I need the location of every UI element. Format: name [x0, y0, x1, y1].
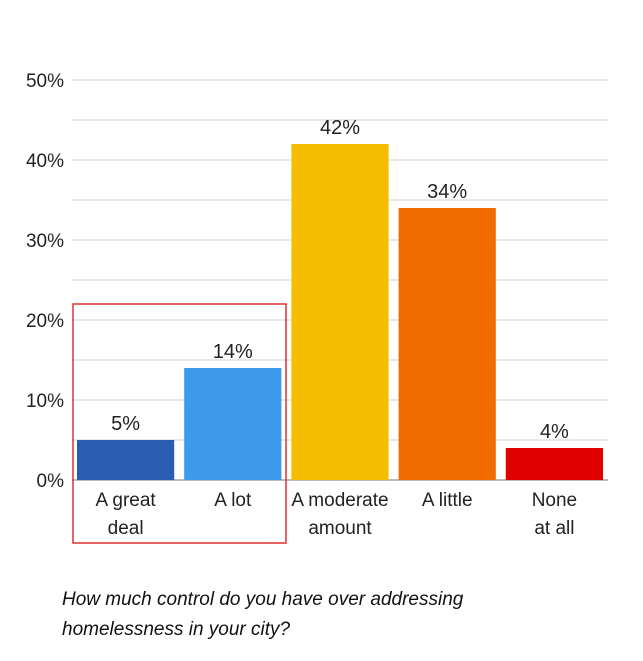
- highlight-box: [72, 303, 287, 544]
- x-tick-label: A little: [422, 490, 473, 511]
- x-tick-label: A moderate: [291, 490, 388, 511]
- data-label: 34%: [427, 181, 467, 203]
- x-tick-label: A great: [95, 490, 156, 511]
- bar: [184, 368, 282, 480]
- bar: [77, 440, 175, 480]
- bar-chart: 0% 10% 20% 30% 40% 50% 5% A great deal 14% A lot 42…: [26, 71, 608, 544]
- y-tick-label: 0%: [37, 471, 65, 492]
- y-tick-label: 50%: [26, 71, 64, 92]
- x-tick-label: deal: [108, 518, 144, 539]
- x-tick-label: A lot: [214, 490, 252, 511]
- data-label: 5%: [111, 413, 140, 435]
- y-tick-label: 10%: [26, 391, 64, 412]
- y-tick-label: 30%: [26, 231, 64, 252]
- y-tick-label: 40%: [26, 151, 64, 172]
- data-label: 14%: [213, 341, 253, 363]
- y-tick-label: 20%: [26, 311, 64, 332]
- x-tick-label: None: [532, 490, 577, 511]
- chart-caption: How much control do you have over addres…: [62, 589, 464, 640]
- bar: [291, 144, 389, 480]
- x-tick-label: at all: [534, 518, 574, 539]
- bar: [398, 208, 496, 480]
- x-tick-label: amount: [308, 518, 372, 539]
- data-label: 4%: [540, 421, 569, 443]
- bar: [505, 448, 603, 480]
- data-label: 42%: [320, 117, 360, 139]
